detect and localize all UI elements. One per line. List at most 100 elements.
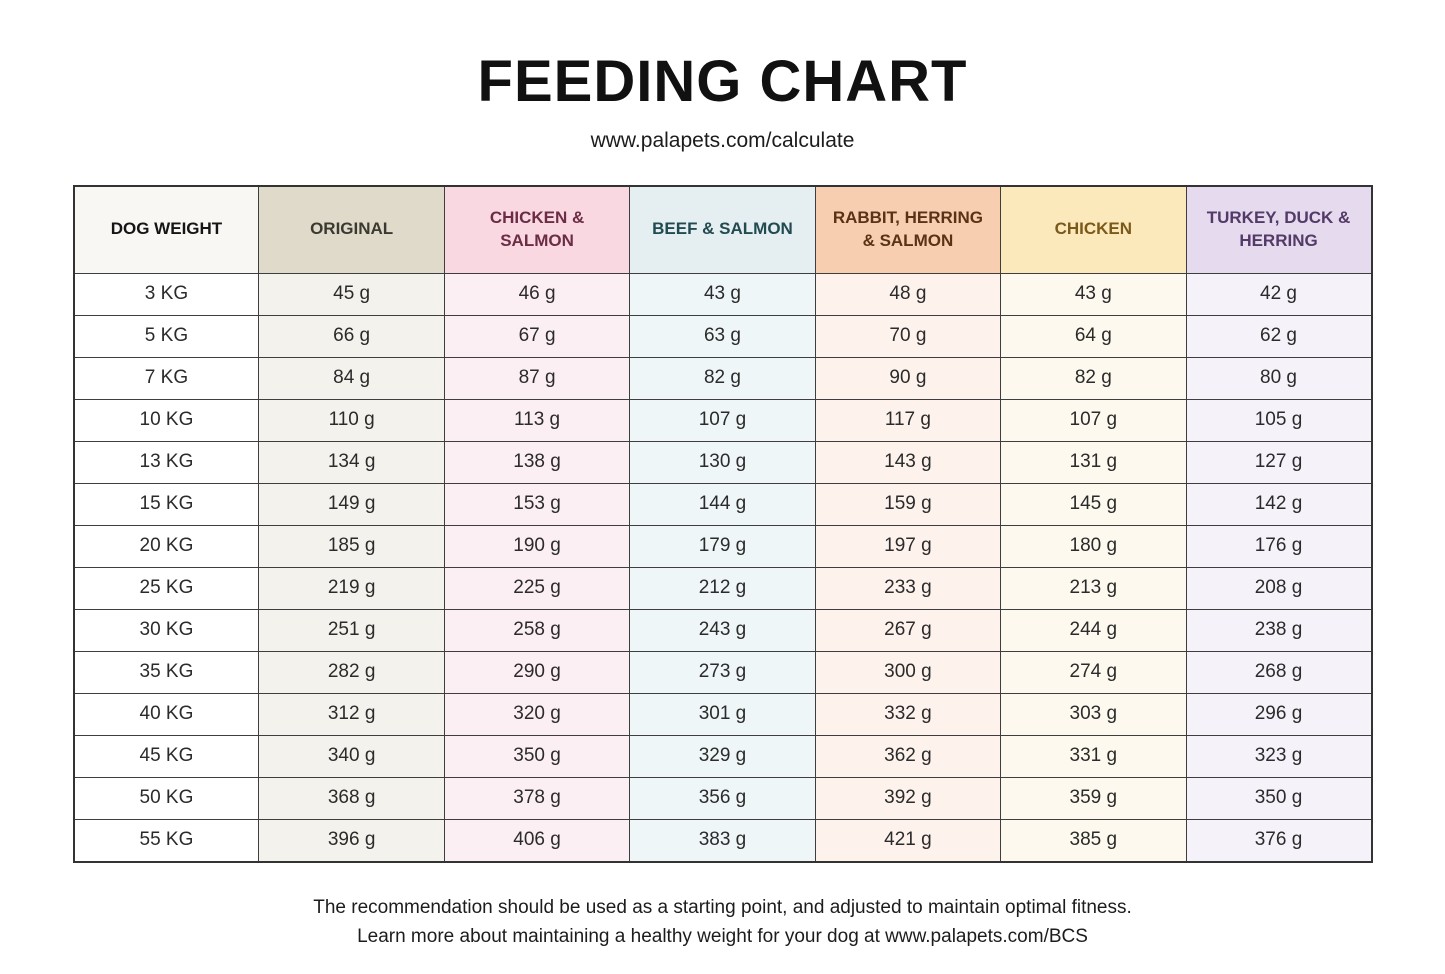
amount-cell-chicken: 244 g [1000,608,1187,652]
weight-cell: 3 KG [72,272,260,316]
amount-cell-chicken-salmon: 350 g [443,734,631,778]
amount-cell-original: 45 g [258,272,445,316]
table-row: 20 KG 185 g 190 g 179 g 197 g 180 g 176 g [72,524,1373,568]
footer-note-line-1: The recommendation should be used as a s… [313,896,1132,918]
amount-cell-turkey-duck-herring: 105 g [1185,398,1373,442]
amount-cell-rabbit-herring-salmon: 233 g [814,566,1002,610]
amount-cell-turkey-duck-herring: 323 g [1185,734,1373,778]
footer-note: The recommendation should be used as a s… [0,893,1445,952]
amount-cell-beef-salmon: 273 g [629,650,816,694]
page-subtitle-url: www.palapets.com/calculate [590,128,855,152]
amount-cell-chicken: 359 g [1000,776,1187,820]
amount-cell-rabbit-herring-salmon: 70 g [814,314,1002,358]
amount-cell-beef-salmon: 179 g [629,524,816,568]
amount-cell-turkey-duck-herring: 268 g [1185,650,1373,694]
amount-cell-chicken: 131 g [1000,440,1187,484]
column-header-chicken-salmon: CHICKEN & SALMON [443,185,631,274]
weight-cell: 20 KG [72,524,260,568]
amount-cell-beef-salmon: 383 g [629,818,816,863]
amount-cell-rabbit-herring-salmon: 90 g [814,356,1002,400]
table-row: 7 KG 84 g 87 g 82 g 90 g 82 g 80 g [72,356,1373,400]
table-row: 5 KG 66 g 67 g 63 g 70 g 64 g 62 g [72,314,1373,358]
amount-cell-beef-salmon: 82 g [629,356,816,400]
amount-cell-chicken: 180 g [1000,524,1187,568]
weight-cell: 10 KG [72,398,260,442]
table-row: 13 KG 134 g 138 g 130 g 143 g 131 g 127 g [72,440,1373,484]
amount-cell-rabbit-herring-salmon: 300 g [814,650,1002,694]
amount-cell-chicken-salmon: 113 g [443,398,631,442]
table-row: 30 KG 251 g 258 g 243 g 267 g 244 g 238 g [72,608,1373,652]
amount-cell-beef-salmon: 301 g [629,692,816,736]
amount-cell-beef-salmon: 144 g [629,482,816,526]
amount-cell-chicken-salmon: 138 g [443,440,631,484]
table-row: 55 KG 396 g 406 g 383 g 421 g 385 g 376 g [72,818,1373,863]
amount-cell-rabbit-herring-salmon: 267 g [814,608,1002,652]
amount-cell-beef-salmon: 43 g [629,272,816,316]
table-row: 35 KG 282 g 290 g 273 g 300 g 274 g 268 g [72,650,1373,694]
amount-cell-chicken: 213 g [1000,566,1187,610]
amount-cell-rabbit-herring-salmon: 421 g [814,818,1002,863]
amount-cell-chicken: 107 g [1000,398,1187,442]
table-row: 45 KG 340 g 350 g 329 g 362 g 331 g 323 g [72,734,1373,778]
feeding-table: DOG WEIGHT ORIGINAL CHICKEN & SALMON BEEF &… [72,184,1373,863]
amount-cell-turkey-duck-herring: 42 g [1185,272,1373,316]
amount-cell-original: 396 g [258,818,445,863]
amount-cell-original: 134 g [258,440,445,484]
amount-cell-rabbit-herring-salmon: 197 g [814,524,1002,568]
weight-cell: 13 KG [72,440,260,484]
amount-cell-chicken-salmon: 406 g [443,818,631,863]
amount-cell-chicken: 274 g [1000,650,1187,694]
column-header-original: ORIGINAL [258,185,445,274]
column-header-chicken: CHICKEN [1000,185,1187,274]
amount-cell-original: 66 g [258,314,445,358]
table-row: 50 KG 368 g 378 g 356 g 392 g 359 g 350 g [72,776,1373,820]
table-row: 10 KG 110 g 113 g 107 g 117 g 107 g 105 g [72,398,1373,442]
weight-cell: 7 KG [72,356,260,400]
amount-cell-turkey-duck-herring: 176 g [1185,524,1373,568]
amount-cell-chicken-salmon: 190 g [443,524,631,568]
amount-cell-chicken-salmon: 290 g [443,650,631,694]
amount-cell-original: 282 g [258,650,445,694]
amount-cell-rabbit-herring-salmon: 362 g [814,734,1002,778]
amount-cell-original: 110 g [258,398,445,442]
amount-cell-turkey-duck-herring: 376 g [1185,818,1373,863]
weight-cell: 35 KG [72,650,260,694]
amount-cell-chicken: 64 g [1000,314,1187,358]
amount-cell-rabbit-herring-salmon: 117 g [814,398,1002,442]
amount-cell-beef-salmon: 329 g [629,734,816,778]
weight-cell: 55 KG [72,818,260,863]
amount-cell-chicken: 145 g [1000,482,1187,526]
amount-cell-rabbit-herring-salmon: 48 g [814,272,1002,316]
amount-cell-original: 149 g [258,482,445,526]
amount-cell-turkey-duck-herring: 296 g [1185,692,1373,736]
amount-cell-chicken: 303 g [1000,692,1187,736]
amount-cell-turkey-duck-herring: 80 g [1185,356,1373,400]
weight-cell: 45 KG [72,734,260,778]
amount-cell-original: 219 g [258,566,445,610]
amount-cell-beef-salmon: 130 g [629,440,816,484]
amount-cell-turkey-duck-herring: 62 g [1185,314,1373,358]
weight-cell: 50 KG [72,776,260,820]
amount-cell-beef-salmon: 107 g [629,398,816,442]
amount-cell-rabbit-herring-salmon: 159 g [814,482,1002,526]
amount-cell-chicken-salmon: 87 g [443,356,631,400]
page-title: FEEDING CHART [477,49,968,114]
amount-cell-original: 340 g [258,734,445,778]
weight-cell: 40 KG [72,692,260,736]
amount-cell-rabbit-herring-salmon: 143 g [814,440,1002,484]
column-header-rabbit-herring-salmon: RABBIT, HERRING & SALMON [814,185,1002,274]
column-header-beef-salmon: BEEF & SALMON [629,185,816,274]
amount-cell-original: 185 g [258,524,445,568]
amount-cell-original: 368 g [258,776,445,820]
amount-cell-chicken-salmon: 153 g [443,482,631,526]
weight-cell: 15 KG [72,482,260,526]
amount-cell-original: 84 g [258,356,445,400]
feeding-table-header: DOG WEIGHT ORIGINAL CHICKEN & SALMON BEEF &… [72,185,1373,274]
header-row: DOG WEIGHT ORIGINAL CHICKEN & SALMON BEEF &… [72,185,1373,274]
amount-cell-beef-salmon: 356 g [629,776,816,820]
table-row: 25 KG 219 g 225 g 212 g 233 g 213 g 208 g [72,566,1373,610]
amount-cell-turkey-duck-herring: 208 g [1185,566,1373,610]
amount-cell-turkey-duck-herring: 142 g [1185,482,1373,526]
